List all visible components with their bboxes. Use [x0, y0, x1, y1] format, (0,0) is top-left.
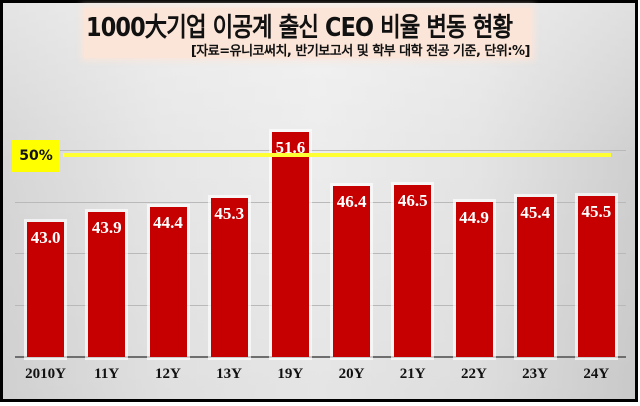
- x-axis-label: 2010Y: [25, 366, 66, 382]
- bar-value-label: 43.0: [30, 227, 61, 247]
- reference-line-label: 50%: [12, 140, 60, 172]
- bar-11Y: 43.9: [88, 212, 126, 357]
- bar-value-label: 51.6: [275, 138, 306, 158]
- x-axis-label: 19Y: [277, 366, 304, 382]
- bar-19Y: 51.6: [271, 132, 309, 357]
- x-axis-label: 20Y: [338, 366, 365, 382]
- bar-value-label: 43.9: [91, 218, 122, 238]
- bar-13Y: 45.3: [210, 197, 248, 357]
- gridline-40: [15, 253, 626, 254]
- bar-value-label: 46.5: [397, 191, 428, 211]
- x-axis-label: 13Y: [216, 366, 243, 382]
- x-axis-label: 22Y: [460, 366, 487, 382]
- x-axis-label: 21Y: [399, 366, 426, 382]
- bar-value-label: 45.3: [214, 203, 245, 223]
- chart-title: 1000大기업 이공계 출신 CEO 비율 변동 현황: [86, 13, 513, 43]
- bar-value-label: 45.5: [581, 201, 612, 221]
- bar-23Y: 45.4: [516, 196, 554, 357]
- bar-24Y: 45.5: [577, 195, 615, 357]
- bar-22Y: 44.9: [455, 202, 493, 357]
- chart-subtitle: [자료=유니코써치, 반기보고서 및 학부 대학 전공 기준, 단위:%]: [190, 44, 531, 59]
- x-axis-baseline: [15, 356, 626, 358]
- bar-value-label: 45.4: [520, 202, 551, 222]
- plot-area: [15, 0, 626, 406]
- gridline-50: [15, 150, 626, 151]
- bar-value-label: 46.4: [336, 192, 367, 212]
- bar-value-label: 44.4: [153, 213, 183, 233]
- gridline-35: [15, 305, 626, 306]
- bar-value-label: 44.9: [459, 208, 489, 228]
- x-axis-label: 24Y: [583, 366, 610, 382]
- x-axis-label: 23Y: [522, 366, 549, 382]
- bar-20Y: 46.4: [333, 186, 371, 357]
- bar-12Y: 44.4: [149, 207, 187, 357]
- reference-line-50: [63, 153, 611, 157]
- bar-21Y: 46.5: [394, 185, 432, 357]
- bar-2010Y: 43.0: [27, 221, 65, 357]
- gridline-45: [15, 202, 626, 203]
- x-axis-label: 11Y: [94, 366, 120, 382]
- x-axis-label: 12Y: [154, 366, 181, 382]
- title-banner: [84, 8, 532, 58]
